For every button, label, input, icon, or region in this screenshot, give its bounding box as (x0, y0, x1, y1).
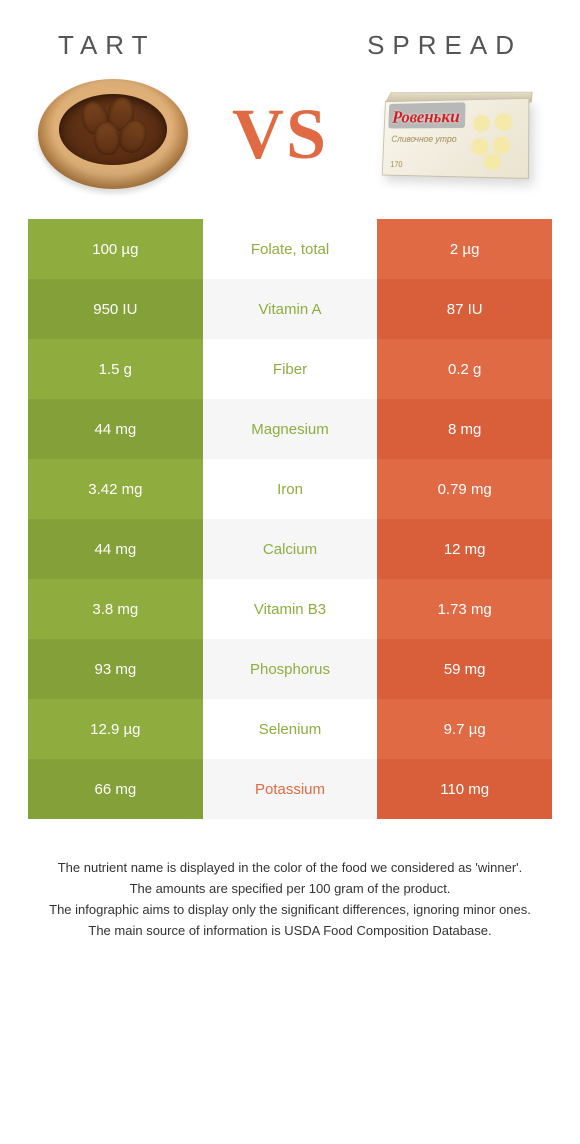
spread-value: 110 mg (377, 759, 552, 819)
footnote-line: The amounts are specified per 100 gram o… (44, 880, 536, 899)
tart-value: 12.9 µg (28, 699, 203, 759)
spread-value: 59 mg (377, 639, 552, 699)
nutrient-name: Fiber (203, 339, 378, 399)
footnotes: The nutrient name is displayed in the co… (18, 819, 562, 940)
tart-value: 1.5 g (28, 339, 203, 399)
brand-weight: 170 (390, 160, 403, 169)
title-left: TART (58, 30, 155, 61)
brand-sublabel: Сливочное утро (391, 134, 457, 144)
tart-value: 950 IU (28, 279, 203, 339)
spread-value: 0.79 mg (377, 459, 552, 519)
nutrient-name: Folate, total (203, 219, 378, 279)
table-row: 12.9 µgSelenium9.7 µg (28, 699, 552, 759)
title-right: SPREAD (367, 30, 522, 61)
hero-row: VS Ровеньки Сливочное утро 170 (18, 79, 562, 219)
tart-value: 3.8 mg (28, 579, 203, 639)
footnote-line: The infographic aims to display only the… (44, 901, 536, 920)
footnote-line: The main source of information is USDA F… (44, 922, 536, 941)
table-row: 66 mgPotassium110 mg (28, 759, 552, 819)
nutrient-name: Iron (203, 459, 378, 519)
nutrient-name: Potassium (203, 759, 378, 819)
table-row: 100 µgFolate, total2 µg (28, 219, 552, 279)
spread-value: 9.7 µg (377, 699, 552, 759)
tart-value: 100 µg (28, 219, 203, 279)
footnote-line: The nutrient name is displayed in the co… (44, 859, 536, 878)
table-row: 93 mgPhosphorus59 mg (28, 639, 552, 699)
spread-value: 2 µg (377, 219, 552, 279)
comparison-table: 100 µgFolate, total2 µg950 IUVitamin A87… (18, 219, 562, 819)
vs-label: VS (232, 93, 328, 176)
tart-icon (38, 79, 188, 189)
spread-value: 1.73 mg (377, 579, 552, 639)
table-row: 950 IUVitamin A87 IU (28, 279, 552, 339)
table-row: 3.42 mgIron0.79 mg (28, 459, 552, 519)
tart-value: 3.42 mg (28, 459, 203, 519)
nutrient-name: Vitamin B3 (203, 579, 378, 639)
spread-icon: Ровеньки Сливочное утро 170 (372, 79, 542, 189)
tart-value: 93 mg (28, 639, 203, 699)
tart-value: 44 mg (28, 399, 203, 459)
spread-value: 12 mg (377, 519, 552, 579)
tart-value: 44 mg (28, 519, 203, 579)
nutrient-name: Phosphorus (203, 639, 378, 699)
nutrient-name: Calcium (203, 519, 378, 579)
table-row: 44 mgCalcium12 mg (28, 519, 552, 579)
nutrient-name: Vitamin A (203, 279, 378, 339)
title-row: TART SPREAD (18, 0, 562, 79)
spread-value: 8 mg (377, 399, 552, 459)
table-row: 3.8 mgVitamin B31.73 mg (28, 579, 552, 639)
nutrient-name: Selenium (203, 699, 378, 759)
table-row: 1.5 gFiber0.2 g (28, 339, 552, 399)
table-row: 44 mgMagnesium8 mg (28, 399, 552, 459)
brand-text: Ровеньки (392, 106, 460, 127)
spread-value: 87 IU (377, 279, 552, 339)
spread-value: 0.2 g (377, 339, 552, 399)
nutrient-name: Magnesium (203, 399, 378, 459)
tart-value: 66 mg (28, 759, 203, 819)
